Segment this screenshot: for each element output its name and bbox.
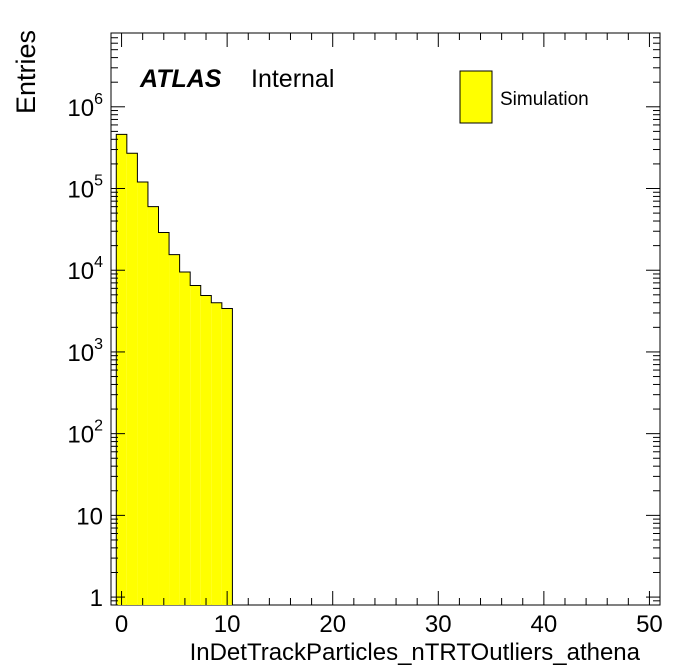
x-axis-tick-labels: 0 10 20 30 40 50	[115, 611, 663, 638]
plot-frame	[110, 32, 661, 606]
histogram-bar	[126, 153, 138, 606]
y-axis-title: Entries	[11, 30, 41, 114]
x-tick-label: 0	[115, 611, 128, 638]
histogram-bar	[190, 285, 201, 605]
histogram-bar	[137, 182, 148, 605]
x-tick-label: 10	[214, 611, 241, 638]
histogram-bar	[158, 232, 170, 606]
status-label: Internal	[251, 65, 334, 93]
x-tick-label: 20	[319, 611, 346, 638]
x-axis-ticks	[121, 33, 650, 605]
histogram-bar	[169, 254, 180, 605]
histogram-bars	[115, 133, 233, 606]
histogram-bar	[179, 272, 191, 605]
histogram-outline	[115, 133, 233, 605]
legend-label: Simulation	[500, 89, 589, 110]
y-tick-label: 1	[90, 585, 103, 612]
y-tick-label: 105	[67, 173, 103, 204]
experiment-label: ATLAS	[139, 65, 222, 93]
x-tick-label: 30	[425, 611, 452, 638]
y-tick-label: 10	[76, 503, 103, 530]
y-axis-tick-labels: 1 10 102 103 104 105 106	[67, 91, 103, 612]
histogram-bar	[147, 206, 159, 605]
x-tick-label: 50	[636, 611, 663, 638]
histogram-bar	[221, 308, 233, 605]
x-axis-title: InDetTrackParticles_nTRTOutliers_athena	[190, 639, 641, 666]
y-tick-label: 106	[67, 91, 103, 122]
x-tick-label: 40	[531, 611, 558, 638]
y-tick-label: 102	[67, 418, 103, 449]
legend-swatch	[459, 70, 493, 124]
histogram-bar	[211, 302, 222, 605]
histogram-bar	[200, 295, 212, 605]
y-tick-label: 103	[67, 336, 103, 367]
y-axis-ticks	[111, 32, 660, 606]
histogram-bar	[116, 134, 127, 606]
y-tick-label: 104	[67, 254, 103, 285]
